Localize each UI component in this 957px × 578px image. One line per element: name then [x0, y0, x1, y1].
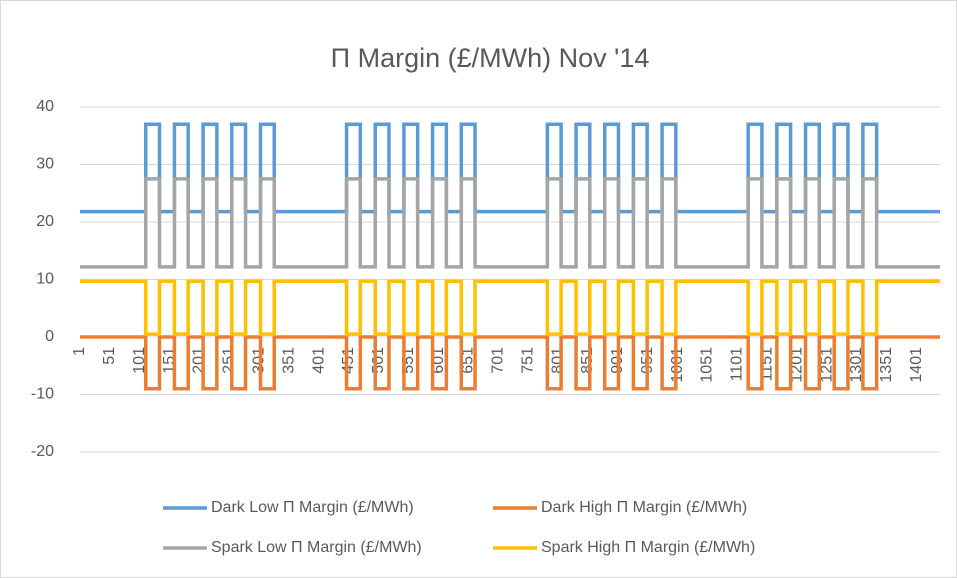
legend-label: Spark Low Π Margin (£/MWh) — [211, 539, 422, 556]
x-tick-label: 1401 — [908, 347, 925, 383]
x-tick-label: 101 — [131, 347, 148, 374]
series-line — [80, 279, 940, 336]
x-tick-label: 51 — [101, 347, 118, 365]
legend-label: Dark Low Π Margin (£/MWh) — [211, 499, 414, 516]
x-tick-label: 1251 — [818, 347, 835, 383]
legend-label: Dark High Π Margin (£/MWh) — [541, 499, 747, 516]
chart-title: Π Margin (£/MWh) Nov '14 — [331, 43, 650, 73]
x-tick-label: 401 — [310, 347, 327, 374]
x-tick-label: 1 — [71, 347, 88, 356]
x-tick-label: 451 — [340, 347, 357, 374]
x-tick-label: 1351 — [878, 347, 895, 383]
x-tick-label: 651 — [460, 347, 477, 374]
y-tick-label: -10 — [31, 386, 54, 403]
x-tick-label: 751 — [519, 347, 536, 374]
y-tick-label: 30 — [36, 156, 54, 173]
y-tick-label: 10 — [36, 271, 54, 288]
x-tick-label: 251 — [221, 347, 238, 374]
x-tick-label: 201 — [191, 347, 208, 374]
y-tick-label: 0 — [45, 328, 54, 345]
y-tick-label: -20 — [31, 443, 54, 460]
x-tick-label: 851 — [579, 347, 596, 374]
x-tick-label: 1101 — [729, 347, 746, 382]
series-line — [80, 177, 940, 269]
legend-label: Spark High Π Margin (£/MWh) — [541, 539, 755, 556]
x-tick-label: 801 — [549, 347, 566, 374]
x-tick-label: 701 — [490, 347, 507, 374]
y-tick-label: 40 — [36, 98, 54, 115]
series-line — [80, 335, 940, 391]
x-tick-label: 1201 — [788, 347, 805, 383]
y-tick-label: 20 — [36, 213, 54, 230]
x-tick-label: 1051 — [699, 347, 716, 383]
x-tick-label: 501 — [370, 347, 387, 374]
x-tick-label: 351 — [280, 347, 297, 374]
series-line — [80, 122, 940, 214]
x-tick-label: 1301 — [848, 347, 865, 383]
